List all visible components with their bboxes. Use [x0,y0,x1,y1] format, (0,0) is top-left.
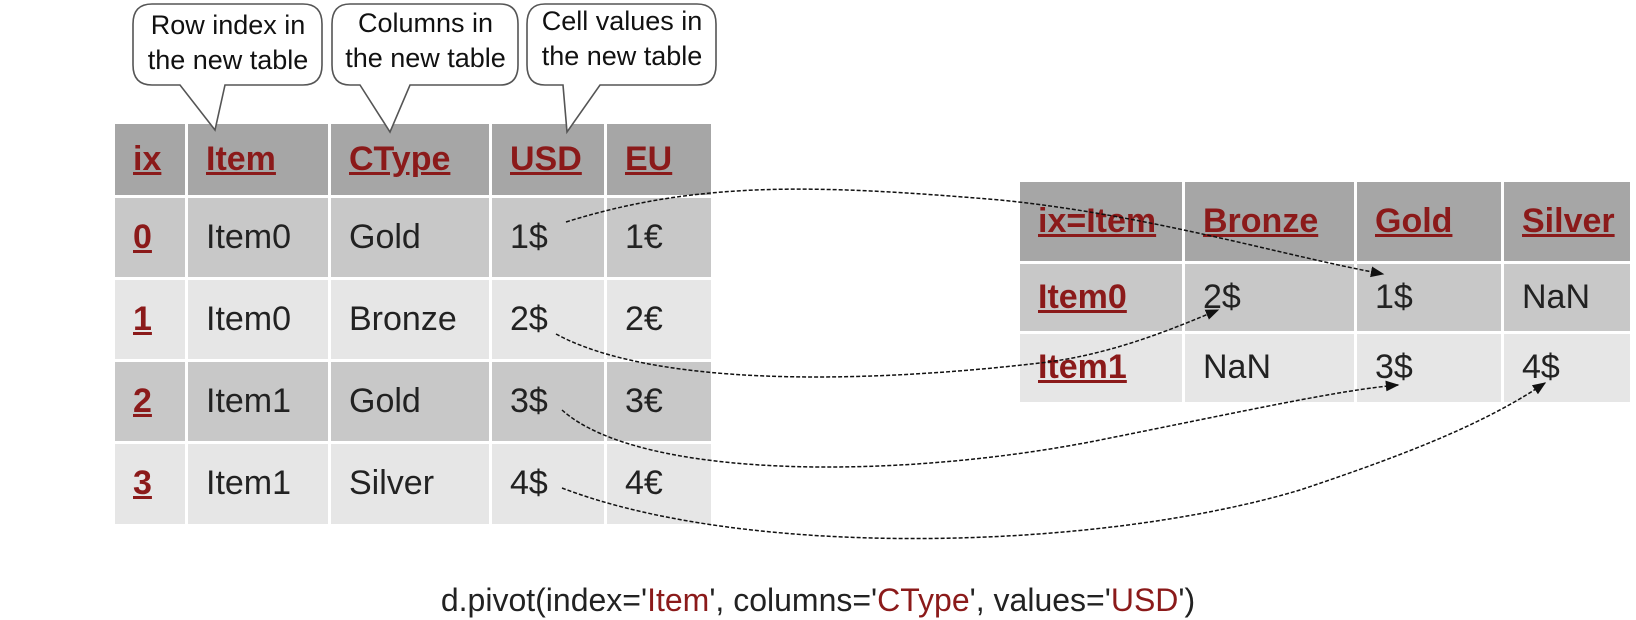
pivot-cell-index: Item0 [1020,260,1184,332]
source-row: 2 Item1 Gold 3$ 3€ [115,358,711,442]
callout-cell-values-line2: the new table [541,41,703,71]
pivot-cell-silver: NaN [1501,260,1630,332]
pivot-header-row: ix=Item Bronze Gold Silver [1020,182,1630,262]
source-cell-usd: 4$ [489,440,606,524]
code-values-value: USD [1110,582,1179,618]
source-cell-ctype: Gold [328,194,491,278]
callout-bubble-columns [331,3,519,134]
source-cell-usd: 1$ [489,194,606,278]
source-cell-ix: 0 [115,194,187,278]
source-header-ctype: CType [328,124,491,196]
callout-bubble-row-index [132,3,323,132]
source-cell-item: Item1 [185,358,330,442]
callout-row-index: Row index in the new table [135,8,321,78]
source-header-eu: EU [604,124,711,196]
source-cell-ix: 2 [115,358,187,442]
arrow-usd-4 [561,382,1547,540]
source-cell-eu: 3€ [604,358,711,442]
callout-row-index-line2: the new table [147,45,309,75]
callout-columns-line2: the new table [345,43,506,73]
pivot-row: Item0 2$ 1$ NaN [1020,260,1630,332]
code-sep2: ', values=' [969,582,1111,618]
pivot-code-line: d.pivot(index='Item', columns='CType', v… [0,582,1636,619]
source-cell-eu: 4€ [604,440,711,524]
source-cell-ix: 1 [115,276,187,360]
source-cell-ctype: Gold [328,358,491,442]
arrow-usd-1 [565,188,1385,278]
pivot-cell-index: Item1 [1020,330,1184,402]
pivot-row: Item1 NaN 3$ 4$ [1020,330,1630,402]
source-header-usd: USD [489,124,606,196]
code-columns-value: CType [877,582,970,618]
code-prefix: d.pivot(index=' [440,582,648,618]
source-header-row: ix Item CType USD EU [115,124,711,196]
pivot-cell-gold: 1$ [1354,260,1503,332]
callout-cell-values: Cell values in the new table [529,4,715,74]
arrow-usd-3 [561,380,1400,468]
pivot-cell-gold: 3$ [1354,330,1503,402]
source-row: 3 Item1 Silver 4$ 4€ [115,440,711,524]
source-cell-ix: 3 [115,440,187,524]
pivot-header-silver: Silver [1501,182,1630,262]
source-row: 0 Item0 Gold 1$ 1€ [115,194,711,278]
source-cell-ctype: Bronze [328,276,491,360]
source-header-ix: ix [133,139,162,178]
pivot-table: ix=Item Bronze Gold Silver Item0 2$ 1$ N… [1020,182,1630,402]
source-cell-ctype: Silver [328,440,491,524]
source-cell-eu: 1€ [604,194,711,278]
pivot-cell-silver: 4$ [1501,330,1630,402]
arrow-usd-2 [555,309,1220,378]
code-sep1: ', columns=' [709,582,878,618]
source-table: ix Item CType USD EU 0 Item0 Gold 1$ 1€ … [115,124,711,524]
source-cell-item: Item0 [185,194,330,278]
source-cell-usd: 2$ [489,276,606,360]
source-cell-item: Item1 [185,440,330,524]
pivot-header-gold: Gold [1354,182,1503,262]
pivot-cell-bronze: NaN [1182,330,1356,402]
callout-columns-line1: Columns in [357,8,494,38]
callout-cell-values-line1: Cell values in [541,6,703,36]
code-index-value: Item [647,582,710,618]
source-row: 1 Item0 Bronze 2$ 2€ [115,276,711,360]
pivot-cell-bronze: 2$ [1182,260,1356,332]
source-header-item: Item [185,124,330,196]
source-cell-item: Item0 [185,276,330,360]
code-suffix: ') [1178,582,1196,618]
source-cell-usd: 3$ [489,358,606,442]
callout-bubble-cell-values [526,3,717,135]
callout-columns: Columns in the new table [334,6,517,76]
pivot-header-index: ix=Item [1038,201,1157,240]
callout-row-index-line1: Row index in [150,10,306,40]
source-cell-eu: 2€ [604,276,711,360]
